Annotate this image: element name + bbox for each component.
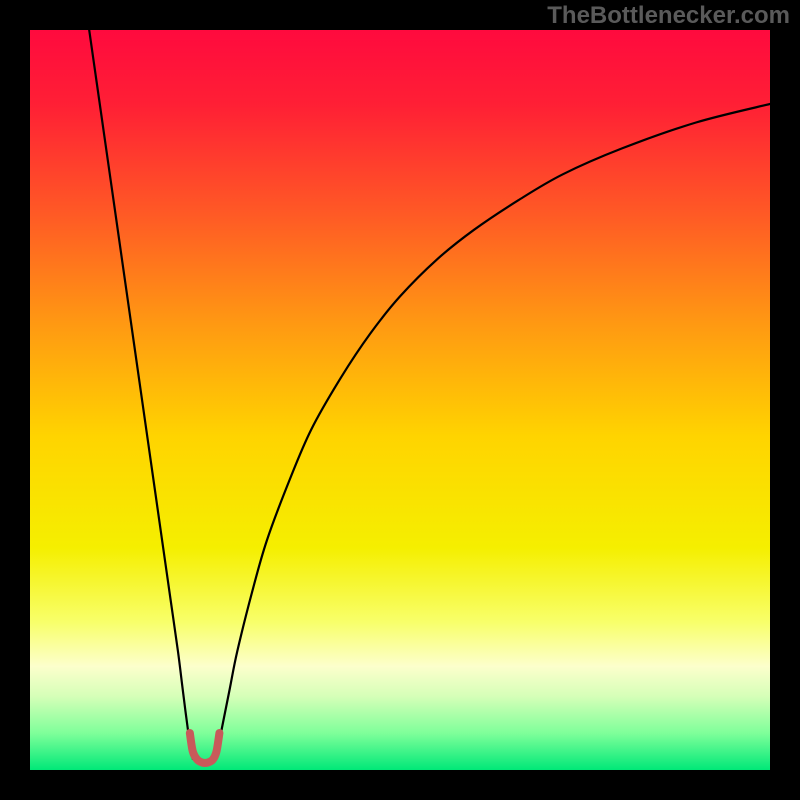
plot-area <box>30 30 770 770</box>
gradient-and-curves-svg <box>30 30 770 770</box>
watermark-text: TheBottlenecker.com <box>547 2 790 30</box>
